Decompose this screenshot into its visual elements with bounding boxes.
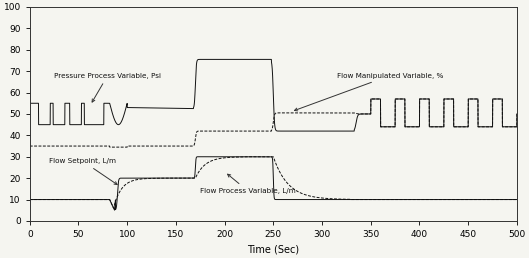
X-axis label: Time (Sec): Time (Sec) [247, 245, 299, 255]
Text: Flow Manipulated Variable, %: Flow Manipulated Variable, % [295, 72, 443, 111]
Text: Flow Setpoint, L/m: Flow Setpoint, L/m [49, 158, 117, 184]
Text: Pressure Process Variable, Psi: Pressure Process Variable, Psi [54, 72, 161, 102]
Text: Flow Process Variable, L/m: Flow Process Variable, L/m [200, 174, 296, 194]
